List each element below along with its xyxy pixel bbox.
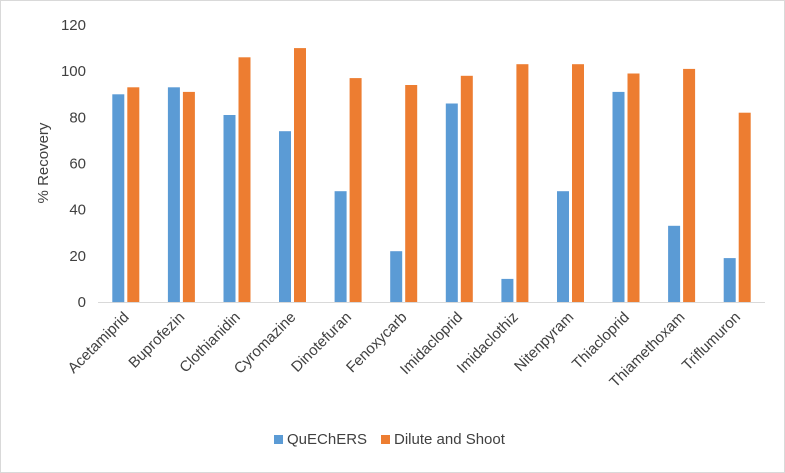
y-tick-label: 40 <box>69 202 86 219</box>
category-label: Acetamiprid <box>65 309 133 377</box>
bar-quechers <box>112 94 125 303</box>
category-label: Nitenpyram <box>511 309 577 375</box>
bar-dilute-and-shoot <box>349 78 362 302</box>
y-tick-label: 20 <box>69 248 86 265</box>
bar-quechers <box>445 103 458 302</box>
bar-dilute-and-shoot <box>182 91 195 303</box>
y-tick-label: 60 <box>69 156 86 173</box>
bar-dilute-and-shoot <box>683 68 696 303</box>
bar-quechers <box>612 91 625 303</box>
y-tick-label: 120 <box>61 17 86 34</box>
bar-dilute-and-shoot <box>405 85 418 302</box>
bar-dilute-and-shoot <box>238 57 251 302</box>
bar-quechers <box>501 278 514 302</box>
y-tick-label: 80 <box>69 109 86 126</box>
bar-quechers <box>167 87 180 302</box>
category-labels: AcetamipridBuprofezinClothianidinCyromaz… <box>65 309 744 391</box>
legend-swatch <box>274 435 283 444</box>
bar-dilute-and-shoot <box>738 112 751 302</box>
y-tick-label: 0 <box>78 294 86 311</box>
category-label: Triflumuron <box>679 309 744 374</box>
bar-quechers <box>223 115 236 302</box>
bar-quechers <box>279 131 291 302</box>
legend-label: Dilute and Shoot <box>394 431 506 448</box>
legend-label: QuEChERS <box>287 431 367 448</box>
bar-quechers <box>390 251 403 302</box>
bars <box>112 48 751 303</box>
bar-dilute-and-shoot <box>627 73 640 302</box>
bar-quechers <box>334 191 347 302</box>
bar-dilute-and-shoot <box>516 64 529 302</box>
bar-dilute-and-shoot <box>127 87 140 302</box>
legend-swatch <box>381 435 390 444</box>
bar-quechers <box>723 258 736 302</box>
bar-dilute-and-shoot <box>460 75 473 302</box>
bar-quechers <box>557 191 569 302</box>
bar-quechers <box>668 225 681 302</box>
y-axis-ticks: 0 20 40 60 80 100 120 <box>61 17 86 311</box>
bar-dilute-and-shoot <box>572 64 584 302</box>
bar-dilute-and-shoot <box>294 48 306 302</box>
y-axis-title: % Recovery <box>35 122 52 203</box>
y-tick-label: 100 <box>61 63 86 80</box>
legend: QuEChERS Dilute and Shoot <box>274 431 506 448</box>
